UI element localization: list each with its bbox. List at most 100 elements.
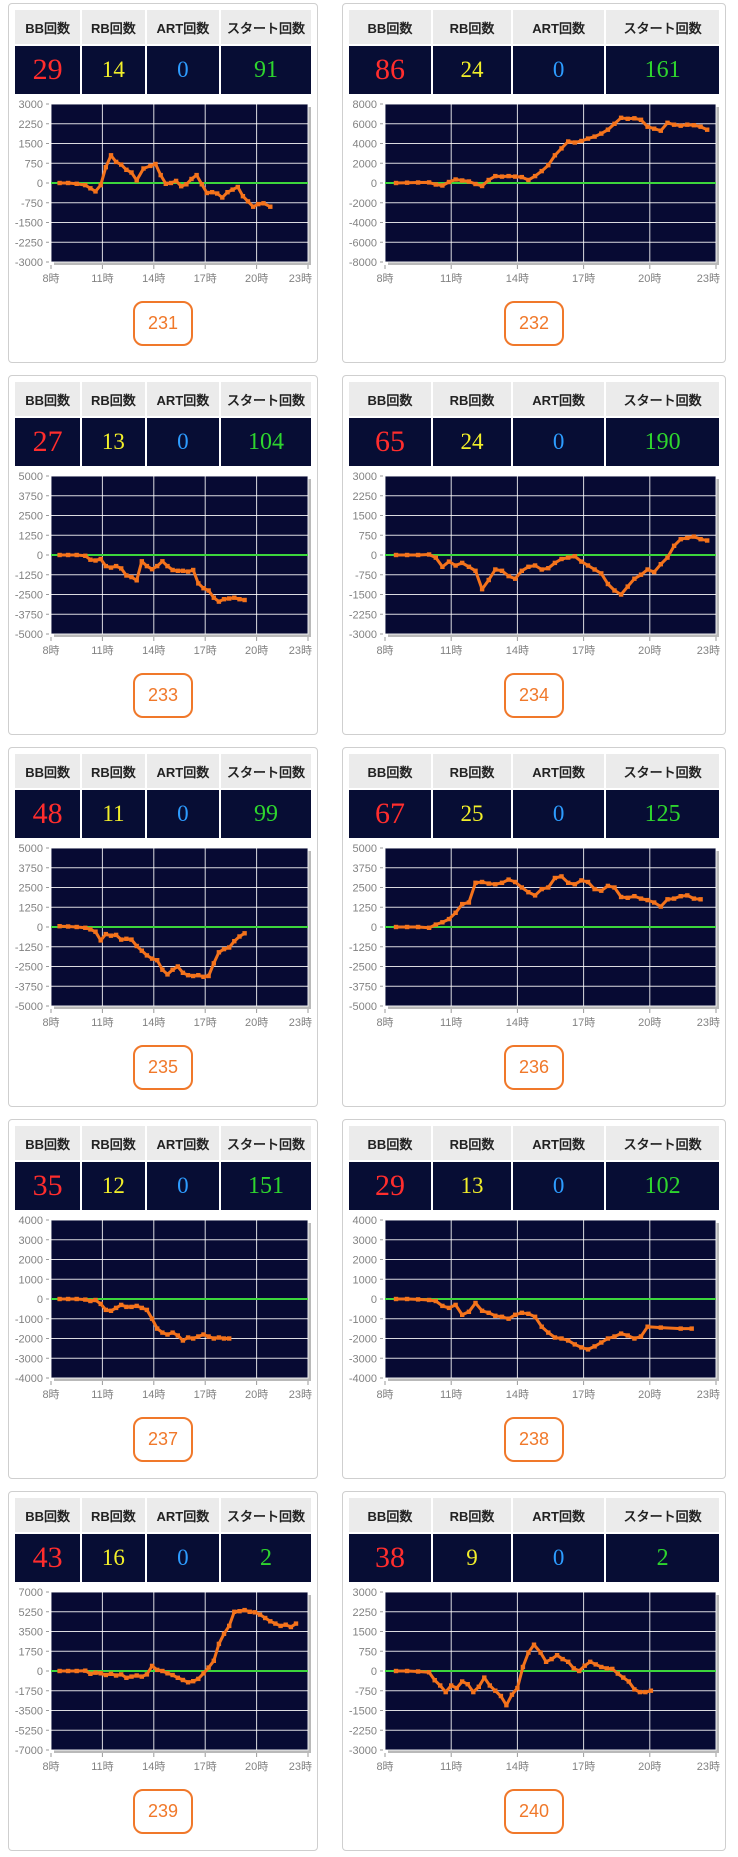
svg-text:2000: 2000 [353, 158, 377, 170]
svg-text:0: 0 [371, 178, 377, 190]
stat-header-start: スタート回数 [221, 1498, 311, 1532]
svg-text:-5000: -5000 [15, 1001, 43, 1013]
payout-chart: 5000 3750 2500 1250 0 -1250 -2500 -3750 -5000 8時 1… [347, 843, 721, 1033]
stat-header-start: スタート回数 [606, 1498, 719, 1532]
svg-text:-5250: -5250 [15, 1725, 43, 1737]
stat-header-art: ART回数 [513, 754, 605, 788]
svg-text:1250: 1250 [19, 902, 43, 914]
svg-text:-1250: -1250 [15, 942, 43, 954]
badge-row: 235 [13, 1033, 313, 1100]
art-count-value: 0 [146, 418, 220, 466]
stats-table: BB回数 RB回数 ART回数 スタート回数 43 16 0 2 [13, 1496, 313, 1584]
svg-text:23時: 23時 [289, 1388, 312, 1401]
stat-header-rb: RB回数 [432, 754, 512, 788]
art-count-value: 0 [513, 418, 605, 466]
svg-text:0: 0 [371, 1666, 377, 1678]
stat-header-rb: RB回数 [82, 382, 145, 416]
svg-text:17時: 17時 [572, 644, 595, 657]
svg-text:17時: 17時 [572, 272, 595, 285]
svg-text:0: 0 [37, 922, 43, 934]
svg-text:-6000: -6000 [349, 237, 377, 249]
machine-number-badge[interactable]: 237 [133, 1417, 193, 1462]
svg-text:20時: 20時 [245, 1388, 268, 1401]
rb-count-value: 16 [82, 1534, 145, 1582]
svg-text:-2500: -2500 [15, 590, 43, 602]
badge-row: 237 [13, 1405, 313, 1472]
badge-row: 231 [13, 289, 313, 356]
stat-header-art: ART回数 [513, 10, 605, 44]
stat-header-rb: RB回数 [82, 10, 145, 44]
svg-text:5000: 5000 [19, 843, 43, 855]
stat-header-rb: RB回数 [82, 1126, 145, 1160]
svg-text:-3000: -3000 [15, 257, 43, 269]
svg-text:3000: 3000 [353, 471, 377, 483]
stats-table: BB回数 RB回数 ART回数 スタート回数 27 13 0 104 [13, 380, 313, 468]
svg-text:-3750: -3750 [15, 609, 43, 621]
bb-count-value: 43 [15, 1534, 81, 1582]
svg-text:3500: 3500 [19, 1627, 43, 1639]
machine-number-badge[interactable]: 236 [504, 1045, 564, 1090]
machine-panel: BB回数 RB回数 ART回数 スタート回数 29 13 0 102 4000 3… [342, 1119, 726, 1479]
payout-line-chart: 3000 2250 1500 750 0 -750 -1500 -2250 -3000 8時 11時… [15, 99, 312, 285]
stat-header-rb: RB回数 [432, 1498, 512, 1532]
payout-chart: 7000 5250 3500 1750 0 -1750 -3500 -5250 -7000 8時 1… [13, 1587, 313, 1777]
svg-text:23時: 23時 [289, 272, 312, 285]
bb-count-value: 65 [349, 418, 431, 466]
machine-panel: BB回数 RB回数 ART回数 スタート回数 35 12 0 151 4000 3… [8, 1119, 318, 1479]
svg-text:0: 0 [371, 922, 377, 934]
stat-header-bb: BB回数 [15, 382, 81, 416]
art-count-value: 0 [146, 1534, 220, 1582]
machine-number-badge[interactable]: 233 [133, 673, 193, 718]
svg-text:8時: 8時 [376, 1016, 393, 1029]
badge-row: 240 [347, 1777, 721, 1844]
rb-count-value: 24 [432, 418, 512, 466]
stat-header-rb: RB回数 [432, 382, 512, 416]
svg-text:20時: 20時 [638, 1016, 661, 1029]
stats-table: BB回数 RB回数 ART回数 スタート回数 67 25 0 125 [347, 752, 721, 840]
svg-text:-750: -750 [355, 570, 377, 582]
machine-number-badge[interactable]: 238 [504, 1417, 564, 1462]
bb-count-value: 86 [349, 46, 431, 94]
machine-number-badge[interactable]: 232 [504, 301, 564, 346]
machine-number-badge[interactable]: 239 [133, 1789, 193, 1834]
payout-line-chart: 5000 3750 2500 1250 0 -1250 -2500 -3750 -5000 8時 1… [15, 843, 312, 1029]
start-count-value: 151 [221, 1162, 311, 1210]
svg-text:23時: 23時 [697, 1388, 720, 1401]
machine-number-badge[interactable]: 234 [504, 673, 564, 718]
svg-text:1000: 1000 [353, 1274, 377, 1286]
machine-panel: BB回数 RB回数 ART回数 スタート回数 48 11 0 99 5000 37… [8, 747, 318, 1107]
start-count-value: 91 [221, 46, 311, 94]
svg-text:-3750: -3750 [15, 981, 43, 993]
svg-text:11時: 11時 [91, 1388, 113, 1401]
svg-text:2250: 2250 [353, 491, 377, 503]
svg-text:11時: 11時 [91, 1016, 113, 1029]
svg-text:17時: 17時 [572, 1388, 595, 1401]
payout-line-chart: 5000 3750 2500 1250 0 -1250 -2500 -3750 -5000 8時 1… [15, 471, 312, 657]
svg-text:-1250: -1250 [15, 570, 43, 582]
svg-text:-3500: -3500 [15, 1706, 43, 1718]
svg-text:3750: 3750 [353, 863, 377, 875]
svg-text:14時: 14時 [142, 1016, 165, 1029]
svg-text:14時: 14時 [506, 1388, 529, 1401]
art-count-value: 0 [513, 1162, 605, 1210]
machine-number-badge[interactable]: 240 [504, 1789, 564, 1834]
svg-text:5250: 5250 [19, 1607, 43, 1619]
svg-text:-2000: -2000 [349, 1334, 377, 1346]
machine-number-badge[interactable]: 235 [133, 1045, 193, 1090]
stat-header-rb: RB回数 [82, 1498, 145, 1532]
svg-text:0: 0 [371, 550, 377, 562]
svg-text:5000: 5000 [353, 843, 377, 855]
svg-text:-2250: -2250 [15, 237, 43, 249]
svg-text:11時: 11時 [91, 644, 113, 657]
payout-line-chart: 8000 6000 4000 2000 0 -2000 -4000 -6000 -8000 8時 1… [349, 99, 720, 285]
stat-header-art: ART回数 [513, 382, 605, 416]
stat-header-start: スタート回数 [221, 754, 311, 788]
svg-text:-5000: -5000 [349, 1001, 377, 1013]
svg-text:3000: 3000 [19, 1235, 43, 1247]
svg-text:2500: 2500 [353, 883, 377, 895]
svg-text:750: 750 [359, 530, 377, 542]
stat-header-art: ART回数 [146, 1126, 220, 1160]
svg-text:-2000: -2000 [349, 198, 377, 210]
svg-text:-750: -750 [355, 1686, 377, 1698]
machine-number-badge[interactable]: 231 [133, 301, 193, 346]
